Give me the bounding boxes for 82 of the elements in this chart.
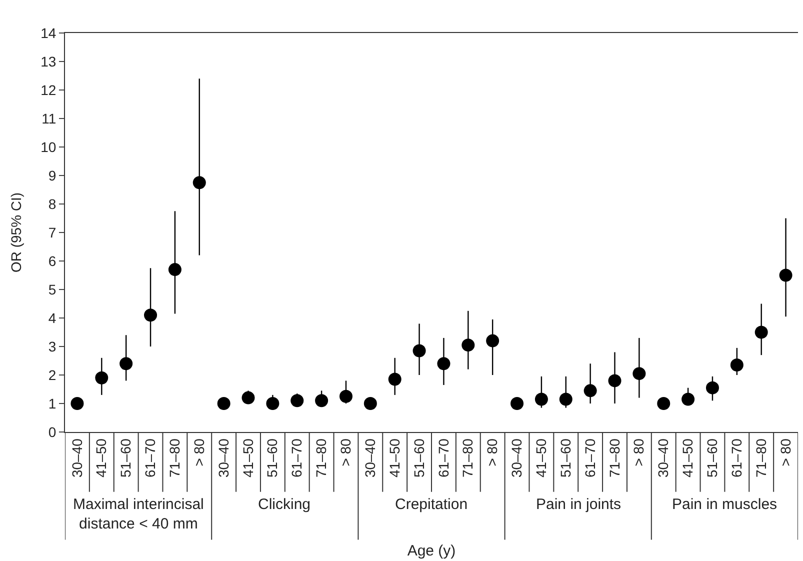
x-tick-label: 41–50 (240, 438, 256, 478)
y-tick-label: 6 (48, 252, 56, 269)
x-tick-label: > 80 (484, 438, 500, 466)
point (657, 397, 670, 410)
x-tick-label: 71–80 (166, 438, 182, 478)
x-tick-label: 61–70 (435, 438, 452, 478)
y-tick-label: 7 (48, 224, 56, 240)
point (70, 397, 84, 410)
x-tick-label: 61–70 (288, 438, 305, 478)
point (315, 394, 328, 408)
x-tick-label: > 80 (630, 438, 647, 466)
x-tick-label: 51–60 (264, 438, 280, 478)
x-tick-label: 71–80 (460, 438, 476, 478)
point (608, 374, 622, 388)
x-tick-label: 30–40 (655, 438, 672, 478)
x-tick-label: 51–60 (704, 438, 720, 478)
point (120, 357, 133, 370)
point (412, 344, 426, 358)
x-tick-label: 30–40 (68, 438, 85, 478)
point (437, 357, 450, 370)
y-tick-label: 14 (40, 24, 56, 41)
text: Pain in joints (536, 496, 622, 513)
point (486, 334, 500, 348)
text: Pain in muscles (672, 496, 778, 513)
point (242, 391, 255, 404)
y-tick-label: 3 (48, 338, 56, 354)
x-tick-label: 71–80 (313, 438, 330, 478)
point (192, 176, 206, 190)
x-axis-title: Age (y) (407, 542, 456, 560)
point (462, 338, 475, 352)
y-tick-label: 11 (42, 110, 56, 126)
x-tick-label: > 80 (338, 438, 354, 466)
y-tick-label: 13 (40, 53, 56, 70)
text: Crepitation (395, 496, 468, 513)
x-tick-label: 61–70 (582, 438, 598, 478)
point (682, 392, 695, 406)
x-tick-label: 30–40 (508, 438, 525, 478)
x-tick-label: > 80 (190, 438, 207, 466)
x-tick-label: 51–60 (118, 438, 134, 478)
point (510, 397, 524, 410)
y-tick-label: 2 (48, 366, 56, 383)
x-tick-label: 30–40 (215, 438, 232, 478)
point (144, 308, 158, 322)
x-tick-label: 71–80 (752, 438, 769, 478)
point (779, 268, 792, 282)
point (730, 358, 744, 372)
point (266, 397, 280, 410)
y-tick-label: 10 (40, 138, 56, 155)
y-axis-title: OR (95% CI) (8, 192, 24, 273)
x-tick-label: 71–80 (606, 438, 622, 478)
y-tick-label: 4 (48, 310, 56, 326)
point (339, 390, 352, 403)
point (217, 397, 230, 410)
x-tick-label: 61–70 (728, 438, 744, 478)
point (559, 392, 572, 406)
text: Clicking (258, 496, 311, 513)
y-tick-label: 12 (40, 82, 56, 98)
point (290, 394, 304, 408)
y-tick-label: 1 (48, 395, 56, 412)
x-tick-label: 41–50 (386, 438, 402, 478)
y-tick-label: 9 (48, 167, 56, 184)
x-tick-label: 41–50 (680, 438, 696, 478)
y-tick-label: 8 (48, 196, 56, 212)
point (584, 384, 597, 398)
text: Maximal interincisal distance < 40 mm (73, 496, 204, 532)
y-tick-label: 0 (48, 424, 56, 440)
y-tick-label: 5 (48, 281, 56, 298)
x-tick-label: 41–50 (533, 438, 549, 478)
x-tick-label: 61–70 (142, 438, 158, 478)
x-tick-label: 41–50 (93, 438, 110, 478)
point (168, 263, 182, 276)
x-tick-label: 30–40 (362, 438, 378, 478)
point (364, 397, 377, 410)
point (95, 371, 108, 384)
point (706, 381, 719, 394)
x-tick-label: > 80 (777, 438, 794, 466)
point (754, 326, 768, 339)
point (632, 367, 646, 380)
x-tick-label: 51–60 (410, 438, 427, 478)
point (388, 372, 402, 386)
x-tick-label: 51–60 (557, 438, 574, 478)
point (534, 392, 548, 406)
